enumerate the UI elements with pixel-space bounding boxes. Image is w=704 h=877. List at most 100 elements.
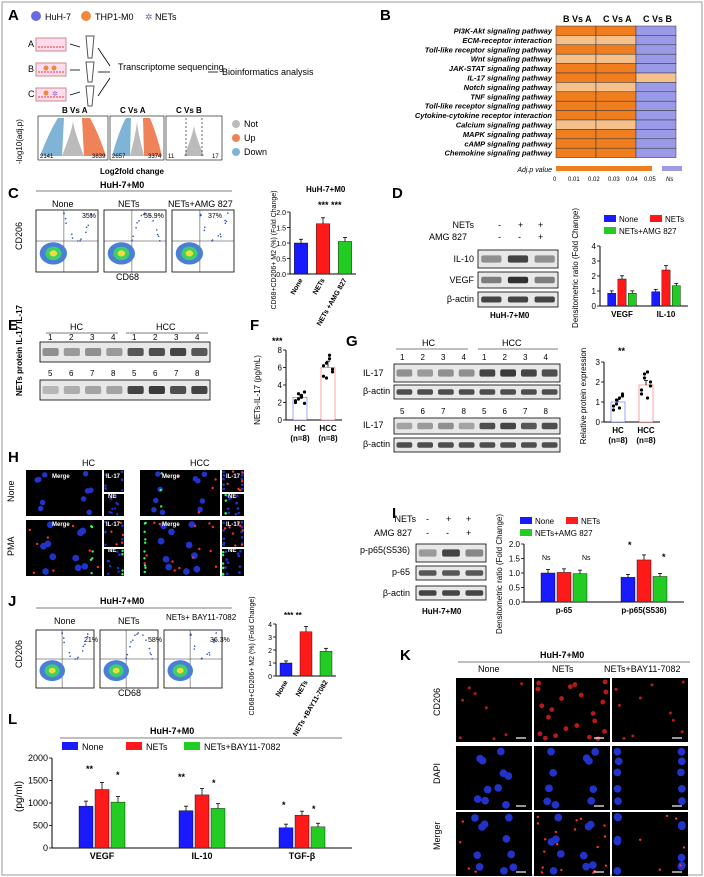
blot-band — [396, 442, 413, 448]
significance-label: ** — [86, 764, 94, 774]
legend-swatch — [604, 227, 616, 234]
category-label: NETs — [295, 679, 310, 698]
nucleus — [677, 768, 685, 777]
blot-band — [534, 276, 555, 284]
category-label: (n=8) — [318, 434, 338, 443]
nucleus — [587, 797, 596, 805]
panel-letter-l: L — [8, 711, 17, 728]
red-signal — [28, 528, 32, 532]
lane-number: 1 — [482, 353, 487, 362]
nucleus — [543, 797, 552, 806]
bar — [94, 789, 110, 849]
nucleus — [168, 528, 175, 536]
y-tick-label: 1000 — [28, 798, 48, 808]
heatmap-cell — [635, 147, 677, 158]
heatmap-cell — [555, 147, 597, 158]
microscopy-image — [222, 494, 244, 516]
red-signal — [602, 679, 608, 685]
flow-event — [226, 212, 229, 214]
panel-letter-b: B — [380, 7, 391, 24]
heatmap-cell — [595, 100, 637, 111]
y-tick-label: 1 — [596, 398, 601, 407]
transwell-a — [35, 37, 67, 52]
category-label: NETs — [312, 277, 327, 296]
blot-band — [479, 389, 496, 395]
flow-c-xaxis: CD68 — [116, 272, 139, 282]
nucleus — [556, 850, 565, 858]
flow-event — [81, 650, 84, 652]
green-signal — [160, 472, 163, 475]
legend-label: None — [619, 215, 639, 224]
nucleus — [36, 476, 42, 483]
green-signal — [143, 550, 146, 553]
significance-label: * — [282, 800, 286, 810]
bar — [572, 573, 588, 603]
category-label: IL-10 — [191, 851, 212, 861]
pathway-label: TNF signaling pathway — [470, 92, 553, 101]
red-signal — [631, 734, 635, 738]
category-label: None — [275, 679, 290, 698]
legend-label: NETs — [581, 517, 600, 526]
legend-label: NETs+AMG 827 — [619, 227, 677, 236]
bar-j-ylabel: CD68+CD206+ M2 (%) (Fold Change) — [249, 596, 256, 715]
if-k-tile — [534, 746, 610, 810]
flow-event — [82, 645, 85, 648]
heatmap-cell — [635, 25, 677, 36]
flow-event — [85, 226, 88, 229]
red-signal — [638, 838, 642, 842]
nucleus — [240, 536, 244, 539]
lane-number: 7 — [441, 407, 446, 416]
microscopy-image — [456, 812, 532, 876]
significance-label: * — [312, 804, 316, 814]
blot-band — [465, 570, 484, 576]
red-signal — [541, 866, 544, 869]
nucleus — [157, 537, 165, 545]
red-signal — [120, 541, 124, 544]
nucleus — [507, 850, 516, 859]
red-signal — [579, 817, 583, 821]
nucleus — [614, 813, 622, 822]
nucleus — [188, 521, 196, 528]
nucleus — [44, 540, 52, 548]
nucleus — [552, 835, 560, 844]
immunofluorescence-h — [26, 470, 244, 576]
red-signal — [238, 489, 242, 492]
nucleus — [582, 862, 591, 871]
nucleus — [547, 747, 555, 756]
y-tick-label: 3 — [268, 635, 272, 642]
if-k-tile — [456, 746, 532, 810]
green-signal — [144, 538, 147, 541]
red-signal — [71, 524, 75, 528]
red-signal — [32, 571, 36, 574]
blot-strip — [39, 379, 211, 401]
volcano-down-count: 2141 — [40, 154, 54, 160]
thp1-cell-icon — [81, 11, 91, 21]
lane-number: 3 — [174, 333, 179, 342]
heatmap-cell — [555, 119, 597, 130]
blot-band — [437, 442, 454, 448]
flow-event — [213, 641, 215, 644]
red-signal — [211, 525, 215, 529]
nucleus — [222, 487, 226, 491]
green-signal — [224, 512, 227, 515]
scale-tick: 0.05 — [644, 177, 656, 183]
data-point — [327, 353, 332, 357]
nucleus — [240, 483, 244, 487]
flow-density-yellow — [112, 667, 120, 674]
blot-strip — [39, 341, 211, 363]
nucleus — [591, 748, 600, 756]
y-tick-label: 4 — [278, 381, 283, 390]
red-signal — [592, 718, 598, 724]
bar — [210, 808, 226, 849]
transwell-b — [35, 62, 67, 77]
blot-band — [191, 386, 208, 394]
flow-event — [208, 651, 211, 654]
legend-not-dot — [232, 120, 240, 128]
green-signal — [221, 572, 225, 576]
legend-label: None — [535, 517, 555, 526]
blot-band — [507, 255, 529, 263]
flow-event — [138, 220, 140, 222]
